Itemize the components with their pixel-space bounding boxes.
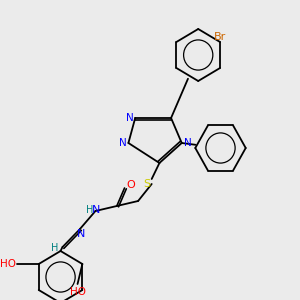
- Text: HO: HO: [70, 287, 86, 297]
- Text: N: N: [92, 205, 100, 215]
- Text: N: N: [77, 229, 85, 239]
- Text: HO: HO: [0, 259, 16, 269]
- Text: N: N: [125, 113, 133, 123]
- Text: H: H: [86, 205, 93, 215]
- Text: N: N: [184, 138, 191, 148]
- Text: S: S: [143, 179, 150, 189]
- Text: O: O: [126, 180, 135, 190]
- Text: N: N: [119, 138, 127, 148]
- Text: Br: Br: [213, 32, 226, 42]
- Text: H: H: [51, 243, 59, 253]
